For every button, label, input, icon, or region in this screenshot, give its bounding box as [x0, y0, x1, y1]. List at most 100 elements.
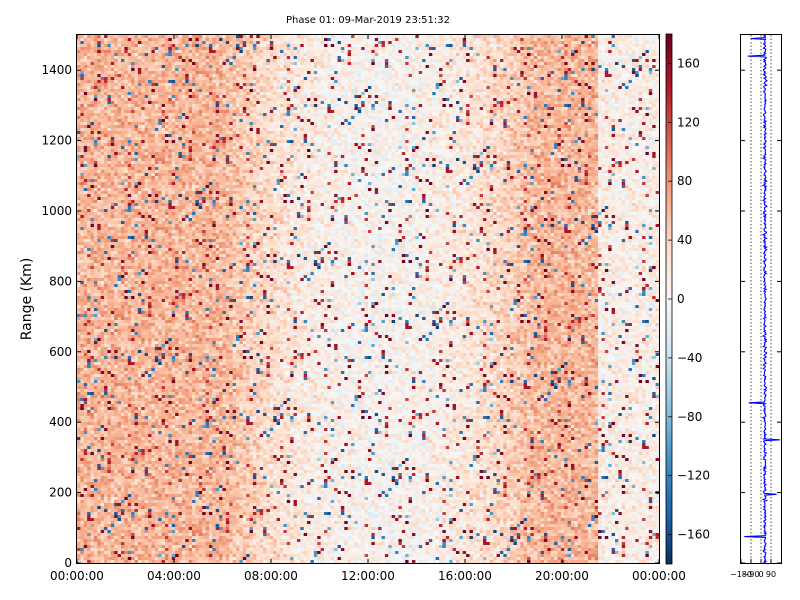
- heatmap-cell: [77, 236, 81, 239]
- heatmap-cell: [124, 368, 128, 371]
- heatmap-cell: [145, 152, 149, 155]
- heatmap-cell: [124, 377, 128, 380]
- heatmap-cell: [77, 548, 81, 551]
- heatmap-cell: [158, 395, 162, 398]
- heatmap-cell: [111, 458, 115, 461]
- heatmap-cell: [141, 119, 145, 122]
- heatmap-cell: [138, 257, 142, 260]
- heatmap-cell: [91, 251, 95, 254]
- heatmap-cell: [138, 293, 142, 296]
- heatmap-cell: [151, 485, 155, 488]
- heatmap-cell: [168, 437, 172, 440]
- heatmap-cell: [80, 374, 84, 377]
- heatmap-cell: [148, 131, 152, 134]
- heatmap-cell: [168, 461, 172, 464]
- heatmap-cell: [138, 89, 142, 92]
- heatmap-cell: [158, 491, 162, 494]
- heatmap-cell: [87, 410, 91, 413]
- heatmap-cell: [77, 395, 81, 398]
- heatmap-cell: [128, 482, 132, 485]
- heatmap-cell: [145, 215, 149, 218]
- heatmap-cell: [80, 200, 84, 203]
- heatmap-cell: [94, 68, 98, 71]
- heatmap-cell: [141, 215, 145, 218]
- heatmap-cell: [101, 131, 105, 134]
- heatmap-cell: [131, 515, 135, 518]
- heatmap-cell: [121, 539, 125, 542]
- heatmap-cell: [168, 383, 172, 386]
- heatmap-cell: [97, 413, 101, 416]
- heatmap-cell: [128, 311, 132, 314]
- heatmap-cell: [158, 122, 162, 125]
- heatmap-cell: [148, 191, 152, 194]
- heatmap-cell: [128, 290, 132, 293]
- heatmap-cell: [118, 80, 122, 83]
- heatmap-cell: [151, 395, 155, 398]
- heatmap-cell: [121, 527, 125, 530]
- heatmap-cell: [131, 461, 135, 464]
- heatmap-cell: [104, 425, 108, 428]
- heatmap-cell: [80, 434, 84, 437]
- heatmap-cell: [101, 317, 105, 320]
- heatmap-cell: [155, 71, 159, 74]
- heatmap-cell: [77, 266, 81, 269]
- heatmap-cell: [107, 455, 111, 458]
- heatmap-cell: [84, 410, 88, 413]
- heatmap-cell: [91, 494, 95, 497]
- heatmap-cell: [114, 347, 118, 350]
- heatmap-cell: [162, 317, 166, 320]
- heatmap-cell: [104, 320, 108, 323]
- heatmap-cell: [128, 98, 132, 101]
- heatmap-cell: [104, 365, 108, 368]
- heatmap-cell: [80, 95, 84, 98]
- heatmap-cell: [145, 305, 149, 308]
- heatmap-cell: [131, 452, 135, 455]
- heatmap-cell: [87, 515, 91, 518]
- heatmap-cell: [84, 113, 88, 116]
- heatmap-cell: [135, 239, 139, 242]
- heatmap-cell: [91, 209, 95, 212]
- heatmap-cell: [97, 539, 101, 542]
- heatmap-cell: [128, 143, 132, 146]
- heatmap-cell: [141, 101, 145, 104]
- heatmap-cell: [91, 80, 95, 83]
- heatmap-cell: [165, 512, 169, 515]
- heatmap-cell: [148, 488, 152, 491]
- heatmap-cell: [101, 47, 105, 50]
- heatmap-cell: [155, 404, 159, 407]
- heatmap-cell: [118, 494, 122, 497]
- heatmap-cell: [80, 245, 84, 248]
- heatmap-cell: [148, 443, 152, 446]
- heatmap-cell: [165, 206, 169, 209]
- heatmap-cell: [118, 272, 122, 275]
- heatmap-cell: [141, 197, 145, 200]
- heatmap-cell: [118, 191, 122, 194]
- heatmap-cell: [135, 299, 139, 302]
- heatmap-cell: [138, 77, 142, 80]
- heatmap-cell: [162, 167, 166, 170]
- heatmap-cell: [158, 431, 162, 434]
- heatmap-cell: [97, 377, 101, 380]
- heatmap-cell: [141, 470, 145, 473]
- heatmap-cell: [97, 314, 101, 317]
- heatmap-cell: [124, 62, 128, 65]
- heatmap-cell: [114, 509, 118, 512]
- heatmap-cell: [165, 122, 169, 125]
- heatmap-cell: [128, 437, 132, 440]
- heatmap-cell: [141, 140, 145, 143]
- heatmap-cell: [87, 320, 91, 323]
- heatmap-cell: [135, 362, 139, 365]
- heatmap-cell: [172, 161, 176, 164]
- heatmap-cell: [80, 56, 84, 59]
- heatmap-cell: [101, 521, 105, 524]
- heatmap-cell: [138, 230, 142, 233]
- heatmap-cell: [124, 293, 128, 296]
- heatmap-cell: [135, 488, 139, 491]
- heatmap-cell: [111, 167, 115, 170]
- heatmap-cell: [124, 473, 128, 476]
- heatmap-cell: [172, 143, 176, 146]
- heatmap-cell: [155, 179, 159, 182]
- heatmap-cell: [111, 188, 115, 191]
- heatmap-cell: [168, 341, 172, 344]
- heatmap-cell: [91, 560, 95, 563]
